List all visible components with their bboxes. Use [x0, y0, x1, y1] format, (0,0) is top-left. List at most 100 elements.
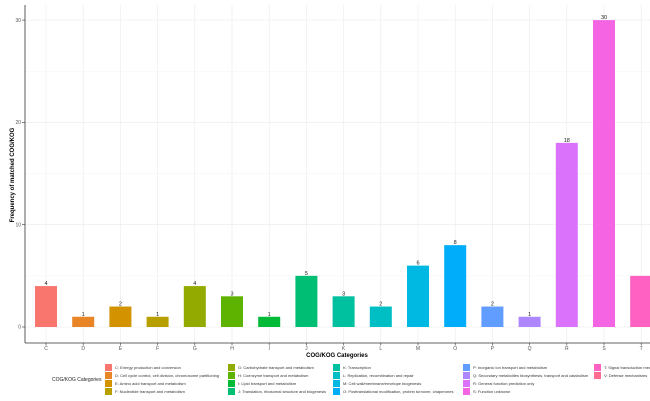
- data-label: 5: [305, 271, 308, 277]
- x-tick-label: Q: [528, 346, 532, 352]
- y-axis-title: Frequency of matched COG/KOG: [10, 127, 16, 222]
- legend-swatch: [105, 364, 112, 371]
- legend-swatch: [105, 372, 112, 379]
- data-label: 18: [564, 138, 570, 144]
- legend-swatch: [594, 372, 601, 379]
- data-label: 6: [416, 261, 419, 267]
- bar-P: [481, 306, 504, 327]
- legend-swatch: [594, 364, 601, 371]
- legend-swatch: [333, 388, 340, 395]
- bar-O: [444, 245, 467, 327]
- legend-swatch: [333, 380, 340, 387]
- legend-label: L: Replication, recombination and repair: [343, 373, 414, 378]
- bar-M: [407, 265, 429, 327]
- legend-item: I: Lipid transport and metabolism: [228, 380, 297, 387]
- bar-C: [35, 286, 57, 327]
- legend-item: P: Inorganic ion transport and metabolis…: [463, 364, 548, 371]
- x-tick-label: J: [305, 346, 308, 352]
- legend-label: G: Carbohydrate transport and metabolism: [238, 365, 314, 370]
- legend-item: T: Signal transduction mechanisms: [594, 364, 650, 371]
- bar-T: [630, 275, 650, 327]
- bar-H: [221, 296, 243, 327]
- legend-label: O: Posttranslational modification, prote…: [343, 389, 454, 394]
- bars: 4 1 2 1 4 3 1 5 3 2 6 8 2 1 18 30: [35, 15, 650, 327]
- y-ticks: 0 10 20 30: [15, 18, 25, 331]
- legend-swatch: [333, 364, 340, 371]
- legend-label: C: Energy production and conversion: [115, 365, 181, 370]
- data-label: 1: [82, 312, 85, 318]
- data-label: 3: [230, 291, 233, 297]
- legend-label: E: Amino acid transport and metabolism: [115, 381, 186, 386]
- legend-swatch: [228, 388, 235, 395]
- y-tick-label: 20: [15, 120, 21, 126]
- bar-E: [109, 306, 132, 327]
- legend-label: V: Defense mechanisms: [604, 373, 647, 378]
- data-label: 2: [379, 302, 382, 308]
- bar-K: [332, 296, 355, 327]
- y-tick-label: 0: [18, 325, 21, 331]
- legend-item: J: Translation, ribosomal structure and …: [228, 388, 326, 395]
- x-tick-label: S: [602, 346, 606, 352]
- x-tick-label: G: [193, 346, 197, 352]
- data-label: 1: [156, 312, 159, 318]
- bar-R: [555, 142, 578, 327]
- legend-item: K: Transcription: [333, 364, 371, 371]
- data-label: 1: [528, 312, 531, 318]
- legend-label: K: Transcription: [343, 365, 371, 370]
- x-tick-label: I: [269, 346, 270, 352]
- legend-item: M: Cell wall/membrane/envelope biogenesi…: [333, 380, 421, 387]
- legend-title: COG/KOG Categories: [52, 377, 102, 383]
- x-tick-label: C: [44, 346, 48, 352]
- legend-swatch: [228, 380, 235, 387]
- legend-swatch: [463, 380, 470, 387]
- x-tick-label: P: [491, 346, 495, 352]
- bar-Q: [518, 316, 541, 327]
- data-label: 4: [44, 281, 47, 287]
- x-tick-label: E: [119, 346, 123, 352]
- legend-item: R: General function prediction only: [463, 380, 534, 387]
- y-tick-label: 10: [15, 222, 21, 228]
- x-tick-label: M: [416, 346, 420, 352]
- data-label: 1: [268, 312, 271, 318]
- legend-item: G: Carbohydrate transport and metabolism: [228, 364, 314, 371]
- legend-swatch: [228, 372, 235, 379]
- x-tick-label: D: [81, 346, 85, 352]
- data-label: 4: [193, 281, 196, 287]
- legend-label: T: Signal transduction mechanisms: [604, 365, 650, 370]
- bar-G: [183, 286, 206, 327]
- legend-item: V: Defense mechanisms: [594, 372, 647, 379]
- bar-J: [295, 275, 318, 327]
- legend-swatch: [228, 364, 235, 371]
- legend-swatch: [105, 380, 112, 387]
- data-label: 2: [491, 302, 494, 308]
- legend-label: F: Nucleotide transport and metabolism: [115, 389, 185, 394]
- x-tick-label: T: [640, 346, 643, 352]
- bar-F: [146, 316, 169, 327]
- legend-label: J: Translation, ribosomal structure and …: [238, 389, 326, 394]
- legend-item: D: Cell cycle control, cell division, ch…: [105, 372, 219, 379]
- bar-I: [258, 316, 281, 327]
- legend-label: Q: Secondary metabolites biosynthesis, t…: [473, 373, 589, 378]
- legend-swatch: [463, 388, 470, 395]
- legend-item: L: Replication, recombination and repair: [333, 372, 414, 379]
- legend-swatch: [463, 364, 470, 371]
- data-label: 8: [454, 240, 457, 246]
- legend-label: S: Function unknown: [473, 389, 510, 394]
- data-label: 30: [601, 15, 607, 21]
- x-tick-label: O: [453, 346, 457, 352]
- data-label: 3: [342, 291, 345, 297]
- x-tick-label: K: [342, 346, 346, 352]
- legend-swatch: [333, 372, 340, 379]
- legend-label: R: General function prediction only: [473, 381, 534, 386]
- bar-L: [369, 306, 392, 327]
- x-tick-label: R: [565, 346, 569, 352]
- legend-item: H: Coenzyme transport and metabolism: [228, 372, 309, 379]
- legend-item: C: Energy production and conversion: [105, 364, 181, 371]
- legend-label: H: Coenzyme transport and metabolism: [238, 373, 309, 378]
- x-axis-title: COG/KOG Categories: [306, 353, 368, 359]
- legend-label: M: Cell wall/membrane/envelope biogenesi…: [343, 381, 421, 386]
- legend-swatch: [105, 388, 112, 395]
- x-tick-label: F: [156, 346, 159, 352]
- x-tick-label: H: [230, 346, 234, 352]
